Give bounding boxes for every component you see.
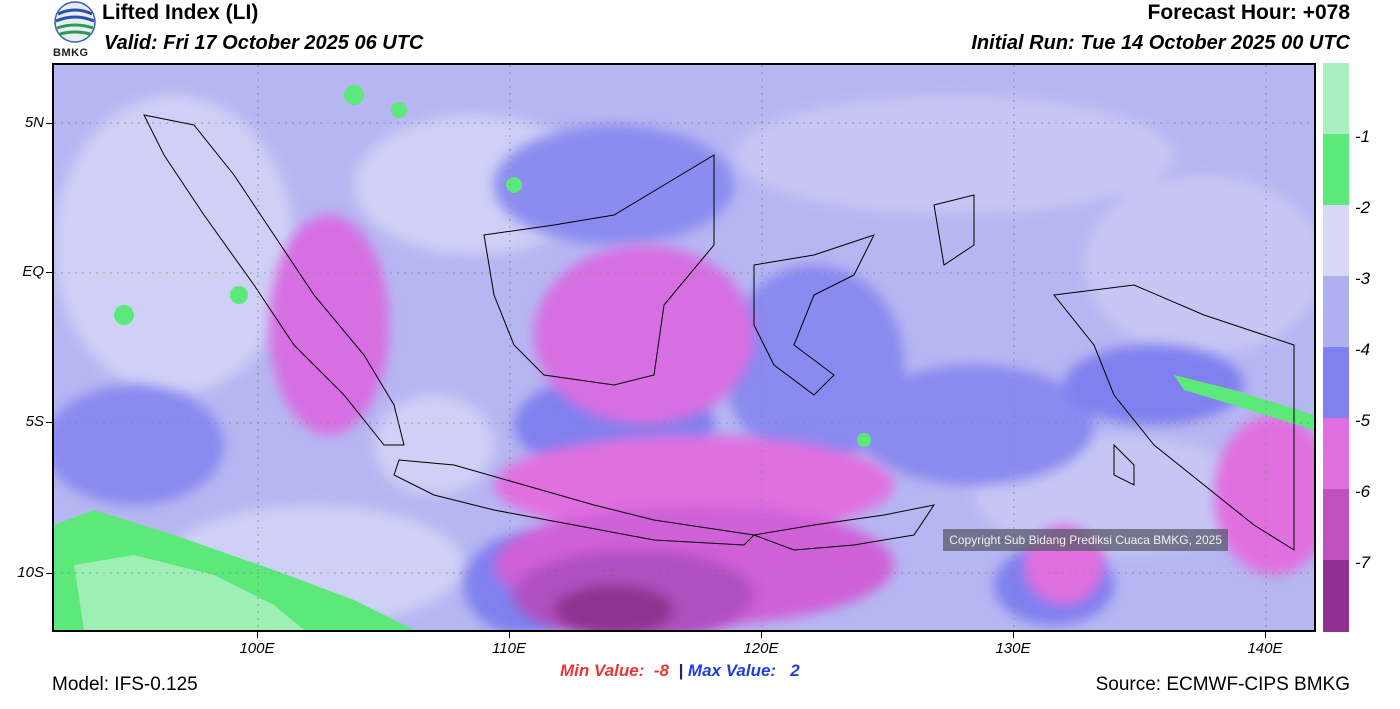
chart-title: Lifted Index (LI)	[102, 1, 259, 24]
colorbar-segment	[1323, 205, 1349, 276]
colorbar-label: -4	[1355, 340, 1371, 359]
lon-tick	[1013, 632, 1014, 638]
max-value: Max Value: 2	[687, 661, 800, 680]
colorbar-segment	[1323, 347, 1349, 418]
lat-label-eq: EQ	[22, 263, 44, 280]
lon-label-100e: 100E	[239, 640, 275, 657]
initial-run: Initial Run: Tue 14 October 2025 00 UTC	[971, 32, 1350, 54]
lon-tick	[257, 632, 258, 638]
lon-tick	[1265, 632, 1266, 638]
map-panel: Copyright Sub Bidang Prediksi Cuaca BMKG…	[52, 63, 1316, 632]
colorbar	[1323, 63, 1349, 632]
colorbar-segment	[1323, 560, 1349, 632]
lon-label-120e: 120E	[743, 640, 779, 657]
valid-time: Valid: Fri 17 October 2025 06 UTC	[104, 32, 424, 54]
lat-label-5n: 5N	[24, 114, 44, 131]
lon-tick	[509, 632, 510, 638]
min-max-separator: |	[678, 661, 684, 680]
colorbar-label: -5	[1355, 411, 1371, 430]
colorbar-segment	[1323, 276, 1349, 347]
colorbar-label: -7	[1355, 553, 1371, 572]
colorbar-label: -6	[1355, 482, 1371, 501]
lat-label-10s: 10S	[17, 564, 44, 581]
field-green	[54, 85, 1314, 630]
lon-label-140e: 140E	[1247, 640, 1283, 657]
colorbar-label: -1	[1355, 127, 1371, 146]
lat-label-5s: 5S	[25, 413, 44, 430]
lon-label-110e: 110E	[492, 640, 526, 657]
model-label: Model: IFS-0.125	[52, 674, 198, 695]
lat-lon-grid	[54, 65, 1314, 630]
lat-tick	[46, 123, 52, 124]
lat-tick	[46, 272, 52, 273]
min-max-values: Min Value: -8 | Max Value: 2	[560, 661, 800, 681]
colorbar-label: -3	[1355, 269, 1371, 288]
lat-tick	[46, 422, 52, 423]
colorbar-segment	[1323, 418, 1349, 489]
lat-tick	[46, 573, 52, 574]
colorbar-segment	[1323, 63, 1349, 134]
forecast-hour: Forecast Hour: +078	[1147, 1, 1351, 24]
copyright-notice: Copyright Sub Bidang Prediksi Cuaca BMKG…	[943, 529, 1228, 551]
colorbar-label: -2	[1355, 198, 1371, 217]
min-value: Min Value: -8	[560, 661, 669, 680]
lon-tick	[761, 632, 762, 638]
lon-label-130e: 130E	[995, 640, 1031, 657]
colorbar-segment	[1323, 489, 1349, 560]
colorbar-segment	[1323, 134, 1349, 205]
source-label: Source: ECMWF-CIPS BMKG	[1095, 674, 1350, 695]
logo-text: BMKG	[53, 47, 89, 59]
field-purple	[514, 550, 754, 630]
coastlines	[143, 114, 1295, 551]
bmkg-logo	[50, 0, 100, 60]
